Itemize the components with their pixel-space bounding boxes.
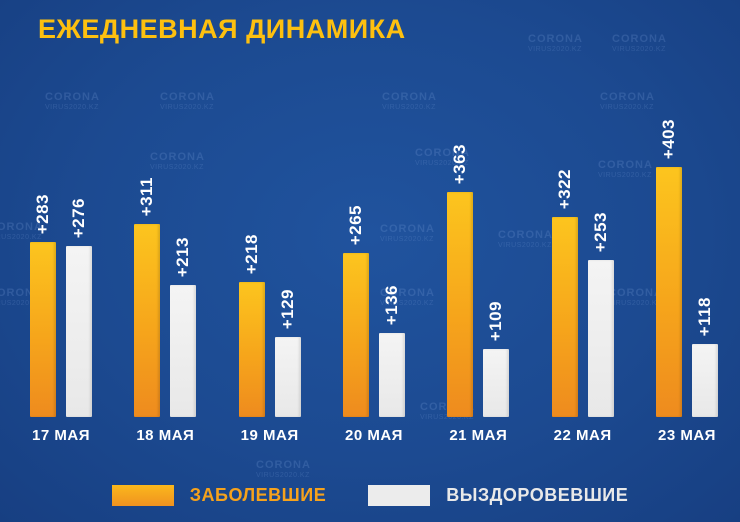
bar-pair: +218 +129 [238, 233, 301, 417]
x-axis-label: 21 МАЯ [449, 427, 508, 444]
bar-recovered [66, 246, 92, 417]
bar-value-label: +311 [137, 176, 157, 216]
bar-column-infected: +265 [342, 204, 369, 417]
x-axis-label: 18 МАЯ [136, 427, 195, 444]
bar-value-label: +213 [173, 236, 193, 277]
bar-group: +265 +136 20 МАЯ [342, 204, 405, 444]
bar-recovered [274, 337, 301, 417]
bar-pair: +322 +253 [551, 168, 614, 417]
bar-infected [30, 242, 56, 417]
bar-column-recovered: +118 [691, 296, 718, 417]
bar-column-recovered: +109 [483, 300, 510, 417]
legend-label-infected: ЗАБОЛЕВШИЕ [189, 485, 327, 505]
bar-infected [238, 282, 265, 417]
bar-infected [134, 224, 161, 417]
bar-column-recovered: +136 [378, 284, 405, 417]
bar-group: +218 +129 19 МАЯ [238, 233, 301, 444]
x-axis-label: 20 МАЯ [345, 427, 403, 444]
bar-value-label: +276 [69, 197, 88, 238]
bar-recovered [587, 260, 614, 417]
chart-title: ЕЖЕДНЕВНАЯ ДИНАМИКА [38, 14, 406, 44]
bar-column-infected: +322 [551, 168, 578, 417]
bar-column-infected: +218 [238, 233, 265, 417]
bar-pair: +403 +118 [655, 118, 718, 417]
bar-recovered [691, 344, 718, 417]
bar-value-label: +265 [345, 204, 365, 245]
bar-recovered [483, 349, 510, 417]
bar-value-label: +283 [33, 193, 52, 234]
x-axis-label: 17 МАЯ [32, 427, 90, 444]
bar-pair: +363 +109 [447, 143, 510, 417]
bar-column-recovered: +276 [66, 198, 92, 417]
bar-infected [655, 167, 682, 417]
x-axis-label: 23 МАЯ [657, 427, 716, 444]
legend-swatch-infected [111, 485, 174, 506]
bar-group: +403 +118 23 МАЯ [655, 118, 718, 444]
bar-column-infected: +283 [30, 194, 56, 417]
bar-group: +363 +109 21 МАЯ [447, 143, 510, 444]
bar-value-label: +218 [241, 233, 261, 274]
bar-value-label: +363 [450, 143, 470, 184]
bar-column-recovered: +129 [274, 288, 301, 417]
bar-value-label: +322 [554, 168, 574, 209]
bar-column-recovered: +253 [587, 211, 614, 417]
bar-group: +283 +276 17 МАЯ [30, 194, 92, 444]
bar-value-label: +109 [486, 300, 506, 341]
bar-pair: +311 +213 [134, 176, 197, 417]
bar-column-infected: +311 [134, 176, 161, 417]
bar-recovered [378, 333, 405, 417]
bar-value-label: +253 [590, 211, 610, 252]
bar-pair: +283 +276 [30, 194, 92, 417]
bar-value-label: +118 [694, 296, 714, 336]
bar-value-label: +403 [658, 118, 678, 159]
bar-column-infected: +403 [655, 118, 682, 417]
bar-column-recovered: +213 [170, 236, 197, 417]
legend-swatch-recovered [368, 485, 431, 506]
legend: ЗАБОЛЕВШИЕ ВЫЗДОРОВЕВШИЕ [0, 485, 740, 506]
chart-area: +283 +276 17 МАЯ +311 +213 18 МАЯ +218 +129 19 М… [30, 90, 718, 444]
x-axis-label: 19 МАЯ [240, 427, 299, 444]
bar-value-label: +129 [277, 288, 297, 329]
bar-group: +311 +213 18 МАЯ [134, 176, 197, 444]
bar-infected [447, 192, 474, 417]
legend-label-recovered: ВЫЗДОРОВЕВШИЕ [446, 485, 629, 505]
bar-group: +322 +253 22 МАЯ [551, 168, 614, 444]
bar-column-infected: +363 [447, 143, 474, 417]
bar-infected [342, 253, 369, 417]
bar-pair: +265 +136 [342, 204, 405, 417]
bar-infected [551, 217, 578, 417]
bar-recovered [170, 285, 197, 417]
x-axis-label: 22 МАЯ [553, 427, 612, 444]
bar-value-label: +136 [381, 284, 401, 325]
